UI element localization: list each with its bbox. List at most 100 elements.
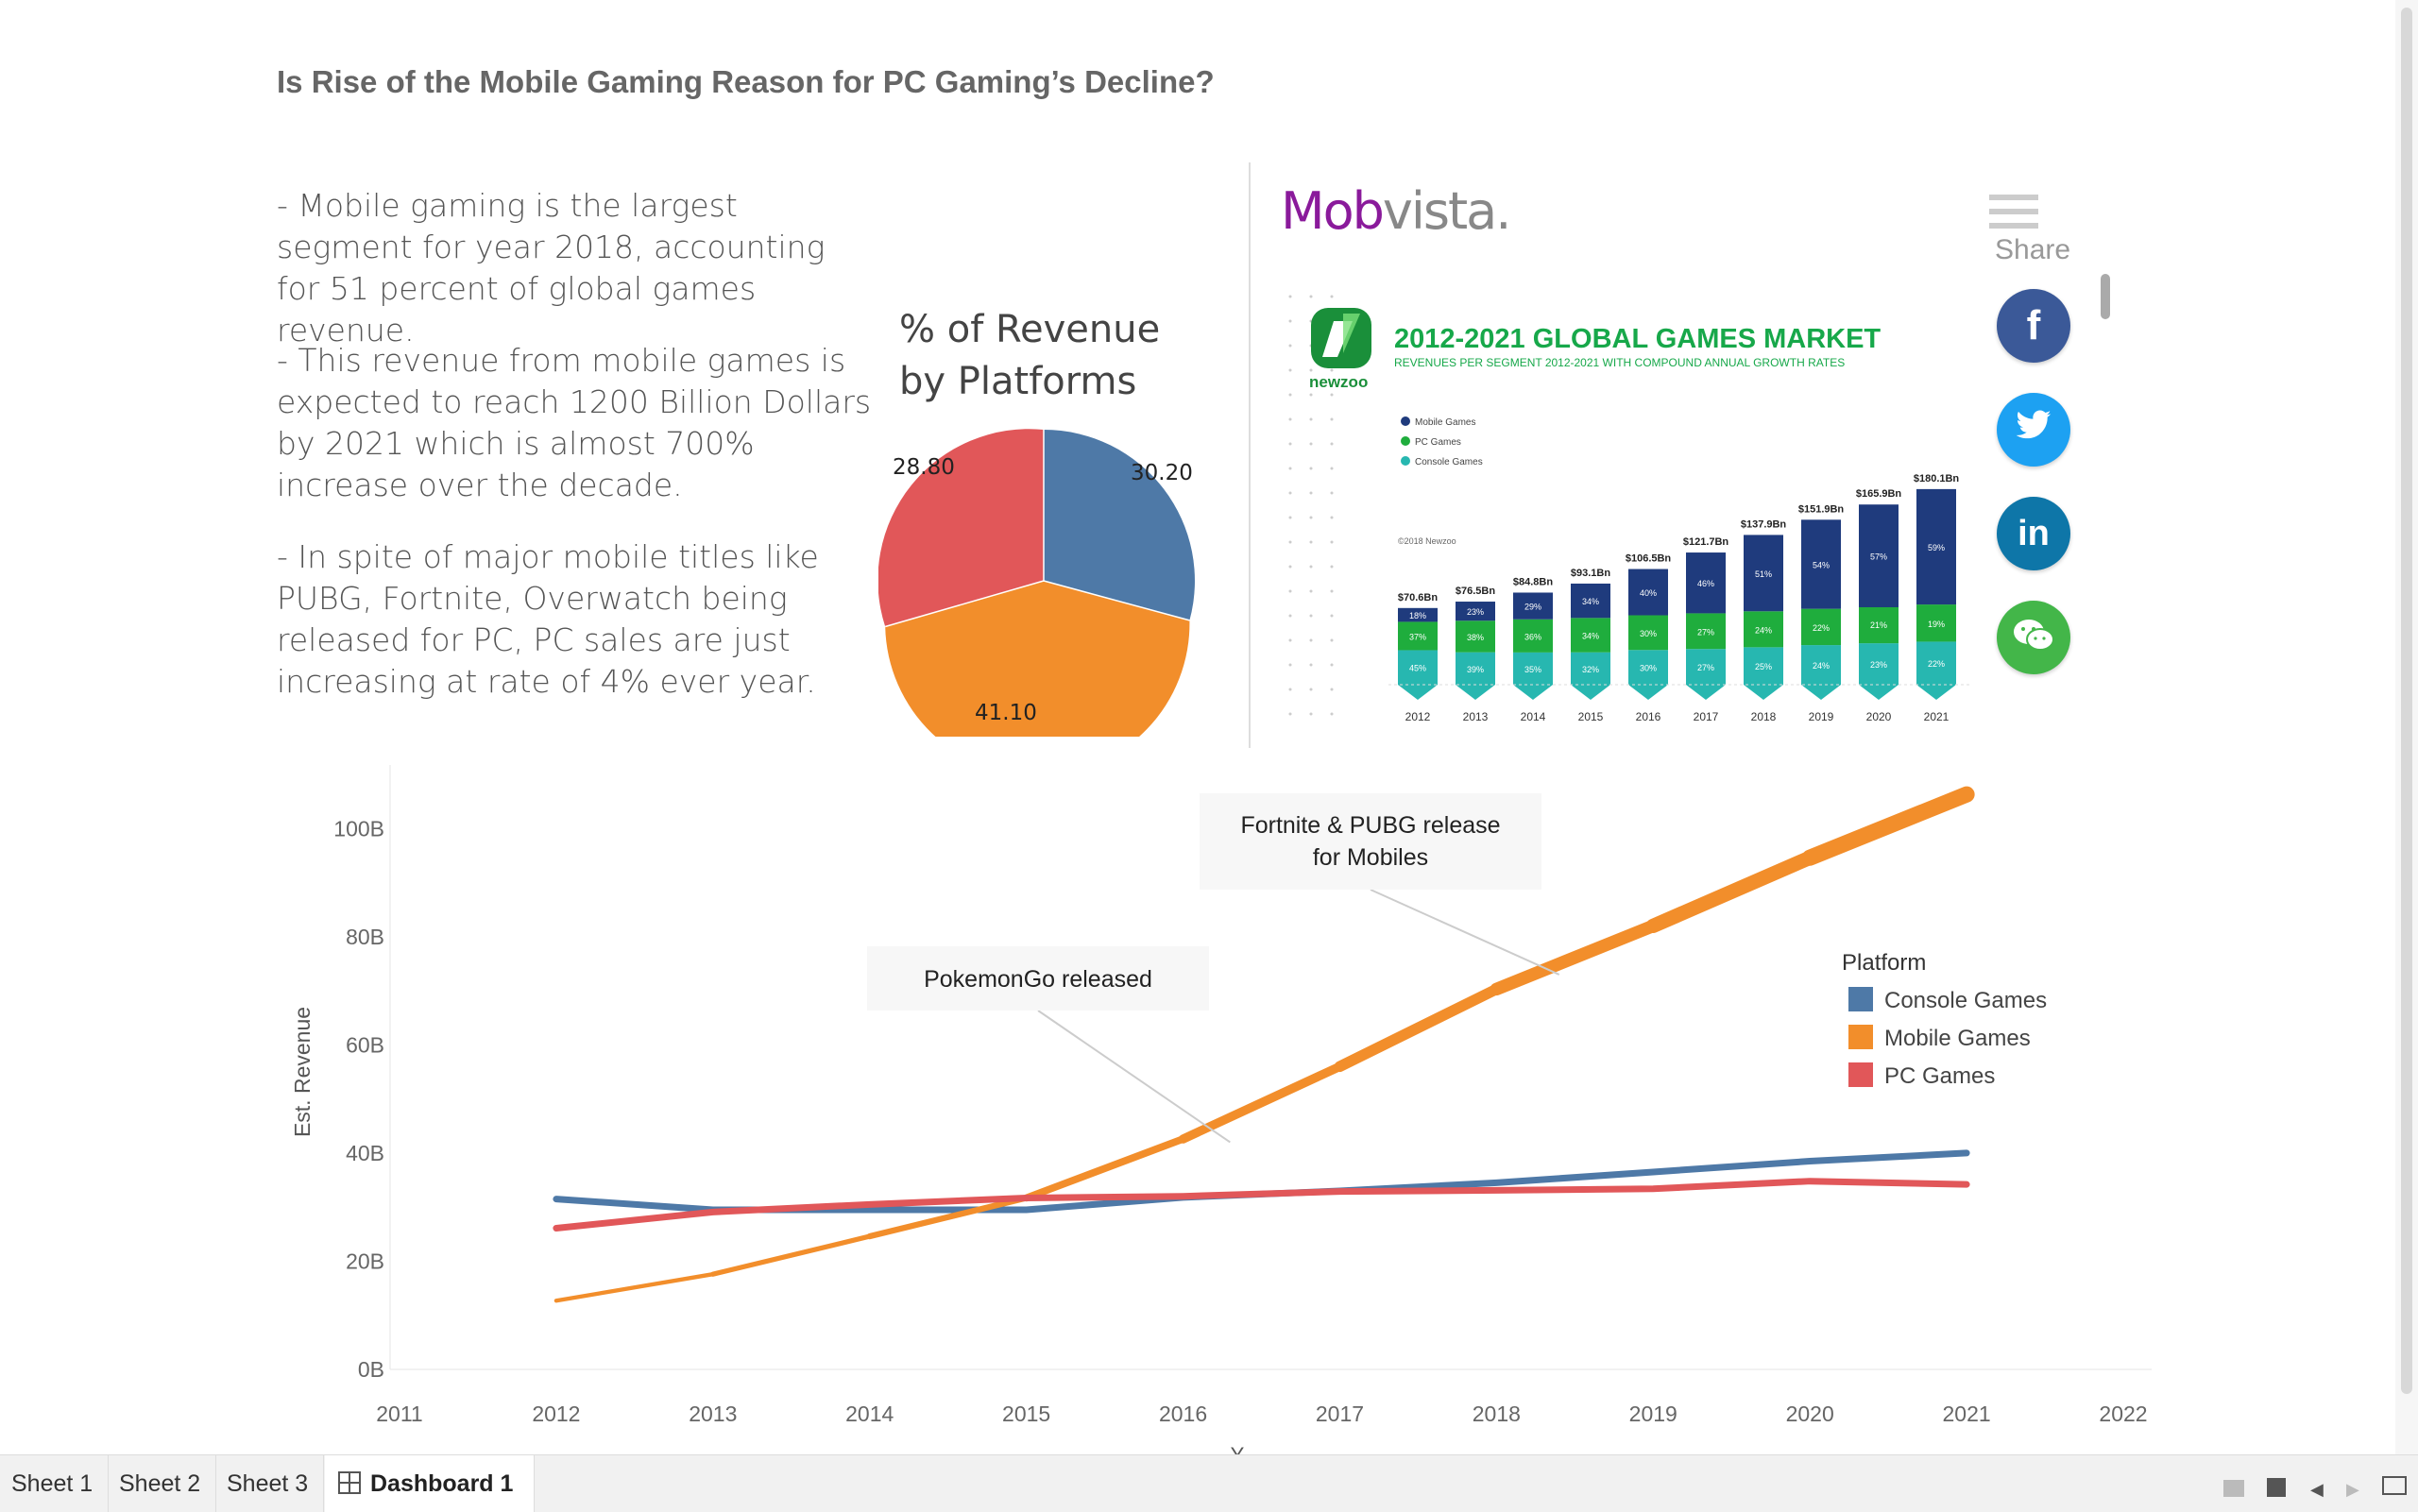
infographic-total-label: $76.5Bn [1456,586,1495,597]
newzoo-graphic: newzoo 2012-2021 GLOBAL GAMES MARKET REV… [1288,295,1969,723]
annotation-text: Fortnite & PUBG release [1240,812,1500,839]
embedded-web-page[interactable]: Mobvista. Share f in [1252,162,2121,748]
facebook-icon: f [2026,302,2041,348]
newzoo-infographic: newzoo 2012-2021 GLOBAL GAMES MARKET REV… [1285,283,2002,727]
infographic-mobile-pct: 57% [1870,552,1887,562]
infographic-legend-label: Mobile Games [1415,417,1475,428]
newzoo-brand: newzoo [1309,373,1368,391]
chart-legend[interactable]: Platform Console Games Mobile Games PC Game… [1842,950,2047,1089]
tab-sheet-1[interactable]: Sheet 1 [0,1455,109,1512]
linkedin-share-button[interactable]: in [1997,497,2070,570]
infographic-bar-console [1513,652,1553,685]
infographic-mobile-pct: 54% [1813,560,1830,569]
x-axis-ticks: 2011 2012 2013 2014 2015 2016 2017 2018 2019 2020… [376,1402,2147,1426]
filmstrip-icon[interactable] [2267,1478,2286,1497]
pie-slice-mobile[interactable] [885,581,1190,737]
infographic-year-label: 2019 [1809,710,1834,723]
infographic-mobile-pct: 51% [1755,569,1772,579]
infographic-total-label: $84.8Bn [1513,576,1553,587]
tab-sheet-2[interactable]: Sheet 2 [108,1455,216,1512]
pc-games-line[interactable] [553,1178,1970,1232]
mobile-games-line-segment[interactable] [1178,1062,1345,1144]
annotation-leader-line [1370,889,1560,976]
presentation-mode-icon[interactable] [2382,1476,2407,1495]
mobile-games-line-segment[interactable] [866,1195,1030,1240]
dashboard-scrollbar-thumb[interactable] [2401,8,2412,1394]
infographic-bar-arrow [1513,685,1553,700]
mobile-games-line-segment[interactable] [1022,1135,1187,1202]
x-tick-label: 2022 [2099,1402,2147,1426]
mobvista-logo[interactable]: Mobvista. [1281,181,1511,241]
legend-label[interactable]: PC Games [1884,1063,1995,1089]
infographic-bar-pc [1628,615,1668,651]
annotation-leader-line [1037,1010,1231,1144]
infographic-total-label: $121.7Bn [1683,536,1729,548]
infographic-bar-console [1859,643,1899,685]
pie-slice-console[interactable] [1044,430,1195,620]
mobile-games-line-segment[interactable] [553,1272,716,1303]
newzoo-logo-icon [1311,308,1371,368]
dashboard-scrollbar[interactable] [2395,0,2418,1454]
mobile-games-line-segment[interactable] [1645,850,1817,934]
pie-label-pc: 28.80 [893,455,955,480]
wechat-share-button[interactable] [1997,601,2070,674]
y-tick-label: 0B [358,1357,384,1382]
mobile-games-line-segment[interactable] [1334,983,1503,1073]
infographic-console-pct: 24% [1813,661,1830,671]
infographic-year-label: 2020 [1866,710,1892,723]
pie-chart[interactable] [878,416,1200,737]
infographic-legend-label: PC Games [1415,437,1461,448]
infographic-bar-mobile [1513,592,1553,620]
show-sheets-icon[interactable] [2223,1480,2244,1497]
x-tick-label: 2019 [1629,1402,1677,1426]
pie-slice-pc[interactable] [878,429,1044,627]
infographic-pc-pct: 21% [1870,620,1887,630]
x-tick-label: 2015 [1002,1402,1050,1426]
twitter-share-button[interactable] [1997,393,2070,467]
infographic-mobile-pct: 23% [1467,607,1484,617]
y-tick-label: 60B [346,1032,384,1057]
infographic-bar-pc [1916,604,1956,642]
tab-dashboard-1[interactable]: Dashboard 1 [325,1455,535,1512]
infographic-console-pct: 23% [1870,660,1887,670]
infographic-year-label: 2015 [1578,710,1604,723]
share-label: Share [1995,234,2071,265]
web-scrollbar-thumb[interactable] [2101,274,2110,319]
infographic-year-label: 2018 [1751,710,1777,723]
infographic-mobile-pct: 18% [1409,611,1426,620]
infographic-bar-mobile [1916,488,1956,605]
legend-swatch[interactable] [1848,987,1873,1011]
facebook-share-button[interactable]: f [1997,289,2070,363]
infographic-bar-pc [1801,608,1841,646]
infographic-mobile-pct: 46% [1697,579,1714,588]
infographic-bar-mobile [1859,504,1899,607]
infographic-console-pct: 27% [1697,663,1714,672]
legend-swatch[interactable] [1848,1025,1873,1049]
chart-series[interactable] [553,786,1975,1303]
next-sheet-icon[interactable]: ▶ [2346,1480,2359,1499]
infographic-bar-arrow [1628,685,1668,700]
legend-label[interactable]: Mobile Games [1884,1026,2031,1051]
pie-title-line-2: by Platforms [899,360,1137,403]
legend-swatch[interactable] [1848,1062,1873,1087]
infographic-legend-label: Console Games [1415,457,1483,467]
pie-chart-title: % of Revenue by Platforms [899,304,1160,408]
infographic-console-pct: 39% [1467,665,1484,674]
tab-sheet-3[interactable]: Sheet 3 [215,1455,324,1512]
twitter-icon [2015,410,2052,450]
infographic-mobile-pct: 59% [1928,543,1945,552]
infographic-pc-pct: 19% [1928,620,1945,629]
infographic-copyright: ©2018 Newzoo [1398,536,1456,546]
previous-sheet-icon[interactable]: ◀ [2310,1480,2324,1499]
infographic-pc-pct: 30% [1640,629,1657,638]
infographic-console-pct: 22% [1928,659,1945,669]
hamburger-menu-icon[interactable] [1989,195,2038,236]
infographic-year-label: 2017 [1694,710,1719,723]
infographic-bar-pc [1744,611,1783,648]
legend-label[interactable]: Console Games [1884,988,2047,1013]
mobile-games-line-segment[interactable] [1490,919,1660,996]
mobile-games-line-segment[interactable] [710,1233,873,1277]
infographic-legend: Mobile Games PC Games Console Games [1401,416,1483,467]
mobile-games-line-segment[interactable] [1801,786,1975,866]
